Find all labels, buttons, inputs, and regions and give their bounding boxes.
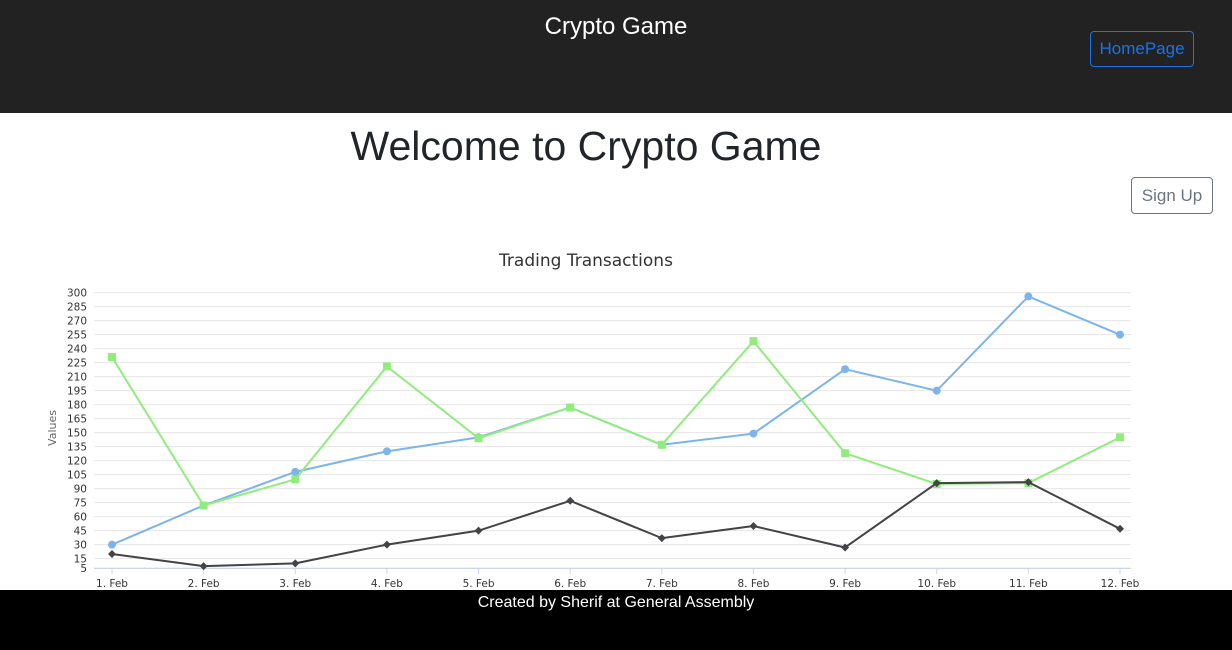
series-line [111, 295, 1121, 546]
series-line [111, 340, 1121, 507]
data-point[interactable] [657, 440, 666, 449]
data-point[interactable] [749, 337, 758, 346]
data-point[interactable] [566, 496, 575, 505]
x-tick-label: 6. Feb [554, 578, 586, 590]
x-tick-label: 5. Feb [463, 578, 495, 590]
data-point[interactable] [841, 543, 850, 552]
data-point[interactable] [291, 559, 300, 568]
y-tick-label: 105 [67, 470, 87, 482]
data-point[interactable] [199, 562, 208, 571]
data-point[interactable] [382, 540, 391, 549]
top-navbar: Crypto Game HomePage [0, 0, 1232, 113]
data-point[interactable] [749, 429, 758, 438]
trading-transactions-chart: Trading Transactions Values 515 30 45 60 75 9… [46, 251, 1140, 590]
data-point[interactable] [1024, 478, 1033, 487]
y-tick-label: 60 [74, 512, 87, 524]
y-tick-label: 300 [67, 288, 87, 300]
y-tick-label: 270 [67, 316, 87, 328]
data-point[interactable] [1116, 330, 1124, 339]
data-point[interactable] [474, 434, 483, 443]
app-title: Crypto Game [544, 13, 688, 40]
series-1 [108, 292, 1124, 549]
data-point[interactable] [382, 362, 391, 371]
data-point[interactable] [932, 386, 941, 395]
series-3 [108, 478, 1124, 571]
x-tick-label: 7. Feb [646, 578, 678, 590]
data-point[interactable] [291, 467, 300, 476]
y-tick-label: 225 [67, 358, 87, 370]
data-point[interactable] [841, 365, 850, 374]
x-tick-label: 8. Feb [737, 578, 769, 590]
chart-title: Trading Transactions [498, 251, 673, 271]
x-tick-label: 9. Feb [829, 578, 861, 590]
x-tick-label: 10. Feb [917, 578, 956, 590]
x-tick-label: 1. Feb [96, 578, 128, 590]
y-tick-label: 15 [74, 554, 87, 566]
y-tick-label: 255 [67, 330, 87, 342]
y-tick-label: 135 [67, 442, 87, 454]
footer: Created by Sherif at General Assembly [0, 590, 1232, 650]
x-tick-label: 2. Feb [188, 578, 220, 590]
data-point[interactable] [108, 353, 116, 362]
footer-credit: Created by Sherif at General Assembly [477, 594, 755, 611]
y-tick-label: 150 [67, 428, 87, 440]
data-point[interactable] [1024, 292, 1033, 301]
x-tick-label: 12. Feb [1101, 578, 1140, 590]
data-point[interactable] [841, 449, 850, 458]
data-point[interactable] [749, 522, 758, 530]
data-point[interactable] [657, 534, 666, 543]
y-tick-label: 90 [74, 484, 87, 496]
data-point[interactable] [291, 475, 300, 484]
x-tick-label: 3. Feb [279, 578, 311, 590]
data-point[interactable] [932, 479, 941, 488]
sign-up-button[interactable]: Sign Up [1131, 177, 1213, 214]
data-point[interactable] [474, 526, 483, 535]
y-tick-label: 45 [74, 526, 87, 538]
series-line [111, 481, 1121, 568]
x-tick-label: 4. Feb [371, 578, 403, 590]
y-tick-label: 120 [67, 456, 87, 468]
y-axis-label: Values [46, 410, 59, 446]
data-point[interactable] [1116, 524, 1124, 533]
y-tick-label: 75 [74, 498, 87, 510]
data-point[interactable] [1116, 433, 1124, 442]
y-tick-label: 165 [67, 414, 87, 426]
homepage-button[interactable]: HomePage [1090, 31, 1194, 67]
chart-series [108, 292, 1124, 571]
data-point[interactable] [199, 501, 208, 510]
y-tick-label: 5 [80, 563, 87, 575]
data-point[interactable] [108, 550, 116, 558]
data-point[interactable] [566, 403, 575, 412]
y-tick-label: 285 [67, 302, 87, 314]
y-tick-label: 180 [67, 400, 87, 412]
y-tick-label: 195 [67, 386, 87, 398]
y-tick-label: 30 [74, 540, 87, 552]
chart-gridlines [94, 292, 1131, 569]
y-tick-label: 210 [67, 372, 87, 384]
welcome-heading: Welcome to Crypto Game [350, 123, 822, 169]
data-point[interactable] [108, 540, 116, 549]
y-tick-label: 240 [67, 344, 87, 356]
x-tick-label: 11. Feb [1009, 578, 1048, 590]
chart-axes: 515 30 45 60 75 90 105 120 135 150 165 180 195 210 225… [67, 288, 1140, 590]
data-point[interactable] [382, 447, 391, 456]
